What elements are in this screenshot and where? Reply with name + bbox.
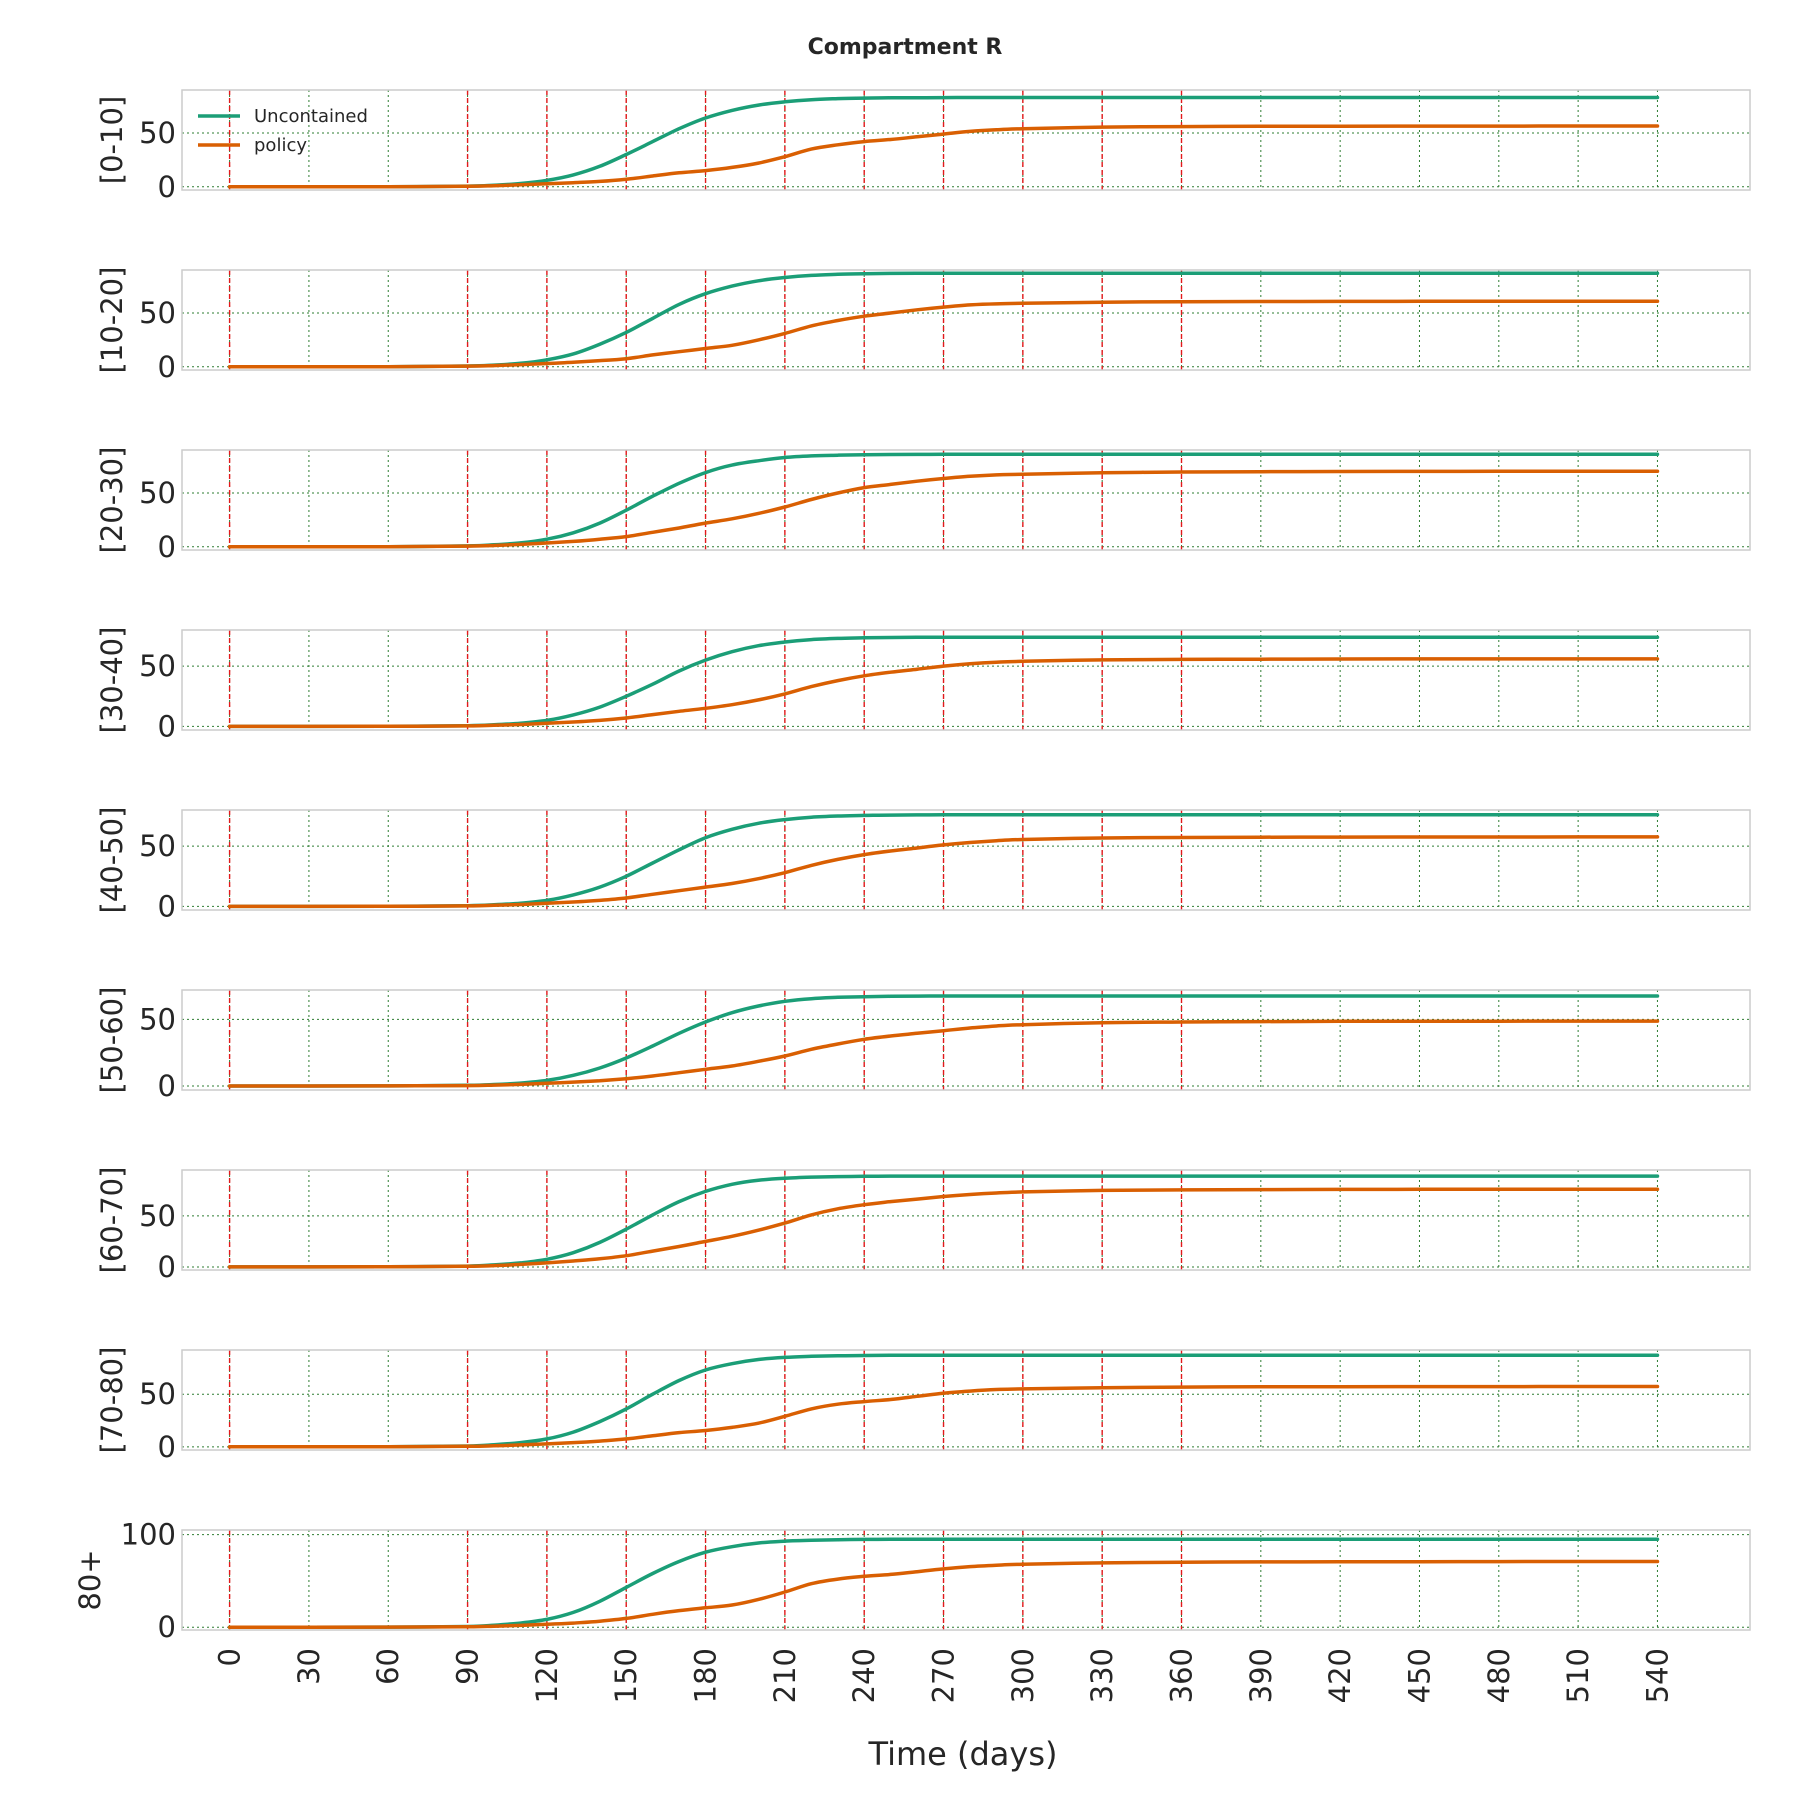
x-tick-label: 240 (847, 1648, 881, 1703)
x-tick-label: 510 (1561, 1648, 1595, 1703)
x-axis-ticks: 0 30 60 90 120 150 180 210 240 270 300 330 360 390 420… (213, 1648, 1675, 1703)
y-axis-label: [40-50] (95, 807, 129, 914)
series-line-policy (227, 124, 1660, 189)
series-line-policy (227, 1384, 1660, 1449)
y-tick-label: 0 (158, 1069, 176, 1103)
panel-7: 0 50 [60-70] (95, 1167, 1751, 1284)
series-line-policy (227, 657, 1660, 729)
x-tick-label: 0 (213, 1648, 247, 1666)
panel-frame (181, 449, 1751, 551)
x-tick-label: 480 (1482, 1648, 1516, 1703)
y-axis-label: [20-30] (95, 447, 129, 554)
y-tick-label: 50 (139, 829, 176, 863)
y-axis-label: [60-70] (95, 1167, 129, 1274)
series-line-policy (227, 299, 1660, 369)
panel-2: 0 50 [10-20] (95, 267, 1751, 384)
x-tick-label: 540 (1640, 1648, 1674, 1703)
y-tick-label: 50 (139, 1377, 176, 1411)
legend: Uncontained policy (198, 106, 368, 156)
x-tick-label: 120 (530, 1648, 564, 1703)
series-line-policy (227, 469, 1660, 549)
panel-1: 0 50 [0-10] Uncontained policy (95, 89, 1751, 204)
panel-4: 0 50 [30-40] (95, 627, 1751, 743)
x-tick-label: 150 (609, 1648, 643, 1703)
y-tick-label: 50 (139, 649, 176, 683)
series-line-uncontained (227, 1537, 1660, 1629)
x-tick-label: 210 (768, 1648, 802, 1703)
y-axis-label: [70-80] (95, 1347, 129, 1454)
legend-label: policy (254, 135, 307, 156)
x-tick-label: 300 (1006, 1648, 1040, 1703)
y-tick-label: 50 (139, 1199, 176, 1233)
y-tick-label: 0 (158, 350, 176, 384)
panel-frame (181, 1349, 1751, 1451)
y-tick-label: 50 (139, 296, 176, 330)
panel-frame (181, 629, 1751, 731)
x-tick-label: 30 (292, 1648, 326, 1685)
y-axis-label: [30-40] (95, 627, 129, 734)
y-tick-label: 50 (139, 476, 176, 510)
series-line-policy (227, 835, 1660, 909)
panel-frame (181, 1169, 1751, 1271)
y-tick-label: 0 (158, 889, 176, 923)
panel-frame (181, 1529, 1751, 1631)
panel-frame (181, 269, 1751, 371)
panel-frame (181, 989, 1751, 1091)
y-axis-label: 80+ (73, 1549, 107, 1610)
x-tick-label: 360 (1165, 1648, 1199, 1703)
y-axis-label: [50-60] (95, 987, 129, 1094)
series-line-uncontained (227, 1353, 1660, 1449)
y-tick-label: 0 (158, 1430, 176, 1464)
x-tick-label: 450 (1402, 1648, 1436, 1703)
y-tick-label: 0 (158, 530, 176, 564)
panel-5: 0 50 [40-50] (95, 807, 1751, 923)
y-tick-label: 0 (158, 709, 176, 743)
legend-label: Uncontained (254, 106, 368, 127)
y-tick-label: 0 (158, 170, 176, 204)
x-tick-label: 390 (1244, 1648, 1278, 1703)
panel-frame (181, 809, 1751, 911)
panel-9: 0 100 80+ (73, 1518, 1751, 1644)
panel-3: 0 50 [20-30] (95, 447, 1751, 564)
panels-group: 0 50 [0-10] Uncontained policy 0 50 [10-20] 0 50 [… (73, 89, 1751, 1644)
y-tick-label: 0 (158, 1250, 176, 1284)
x-tick-label: 90 (451, 1648, 485, 1685)
x-tick-label: 420 (1323, 1648, 1357, 1703)
x-tick-label: 330 (1085, 1648, 1119, 1703)
panel-frame (181, 89, 1751, 191)
figure-title: Compartment R (808, 35, 1003, 60)
y-tick-label: 100 (121, 1518, 176, 1552)
x-tick-label: 180 (689, 1648, 723, 1703)
panel-6: 0 50 [50-60] (95, 987, 1751, 1103)
panel-8: 0 50 [70-80] (95, 1347, 1751, 1464)
x-tick-label: 270 (927, 1648, 961, 1703)
y-tick-label: 50 (139, 116, 176, 150)
series-line-policy (227, 1187, 1660, 1269)
series-line-policy (227, 1019, 1660, 1088)
x-axis-label: Time (days) (868, 1735, 1058, 1773)
y-tick-label: 50 (139, 1002, 176, 1036)
series-line-policy (227, 1559, 1660, 1629)
y-axis-label: [10-20] (95, 267, 129, 374)
x-tick-label: 60 (371, 1648, 405, 1685)
y-tick-label: 0 (158, 1610, 176, 1644)
y-axis-label: [0-10] (95, 96, 129, 184)
